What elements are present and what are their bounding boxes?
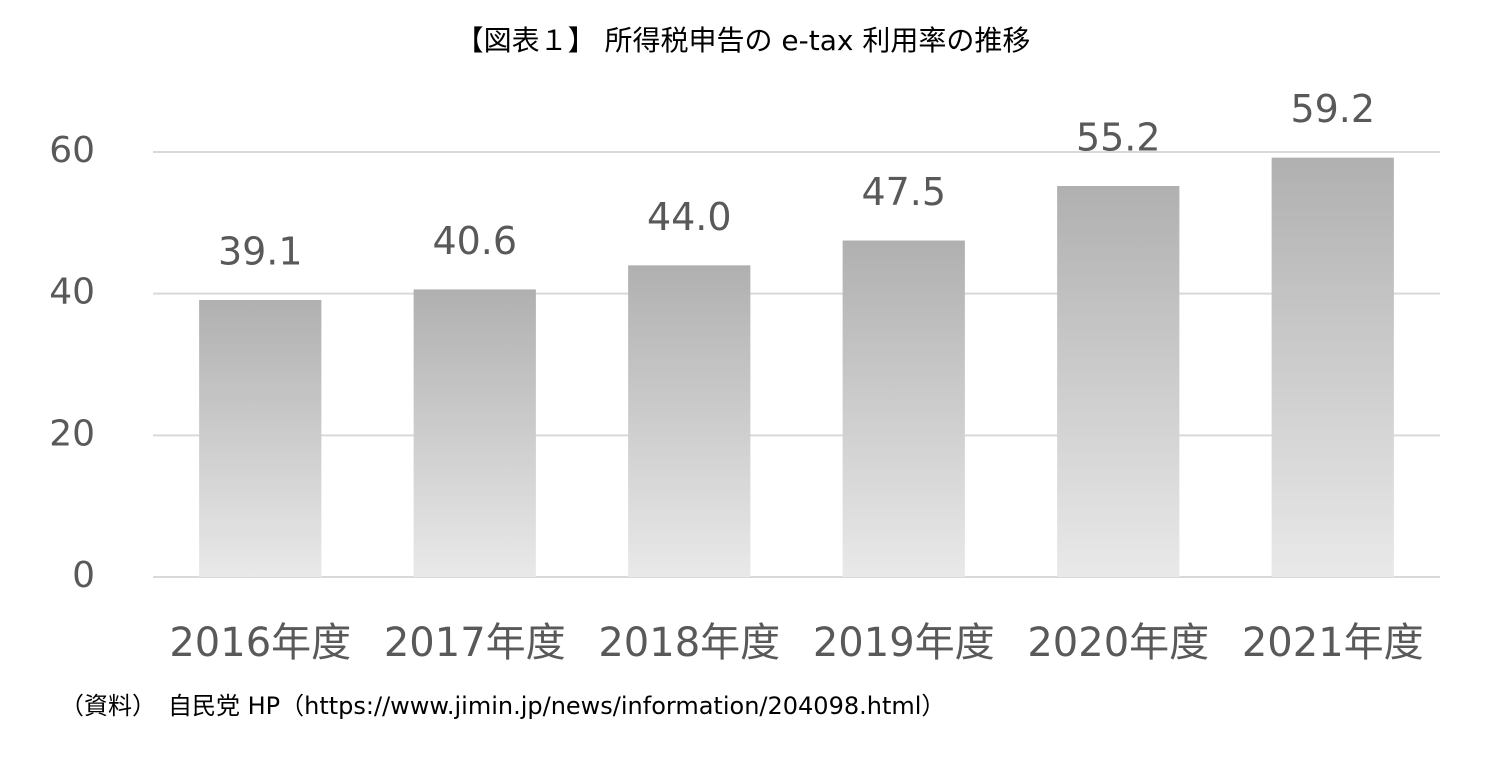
value-label: 44.0 — [647, 195, 732, 239]
value-label: 40.6 — [432, 219, 517, 263]
y-tick-label: 20 — [49, 413, 95, 454]
x-tick-label: 2017年度 — [384, 620, 566, 666]
value-label: 39.1 — [218, 230, 303, 274]
value-label: 47.5 — [861, 170, 946, 214]
x-tick-label: 2021年度 — [1242, 620, 1424, 666]
bar — [413, 289, 536, 577]
bar — [628, 265, 751, 577]
chart-title: 【図表１】 所得税申告の e-tax 利用率の推移 — [456, 24, 1031, 57]
x-tick-label: 2018年度 — [598, 620, 780, 666]
x-tick-label: 2016年度 — [169, 620, 351, 666]
value-label: 55.2 — [1076, 116, 1161, 160]
bar — [842, 240, 965, 577]
y-tick-label: 60 — [49, 130, 95, 171]
x-tick-label: 2020年度 — [1027, 620, 1209, 666]
value-label: 59.2 — [1290, 87, 1375, 131]
source-note: （資料） 自民党 HP（https://www.jimin.jp/news/in… — [60, 692, 945, 720]
y-tick-label: 0 — [72, 555, 95, 596]
bar — [199, 300, 322, 577]
bar — [1057, 186, 1180, 577]
x-tick-label: 2019年度 — [813, 620, 995, 666]
y-tick-label: 40 — [49, 272, 95, 313]
bar — [1271, 157, 1394, 577]
